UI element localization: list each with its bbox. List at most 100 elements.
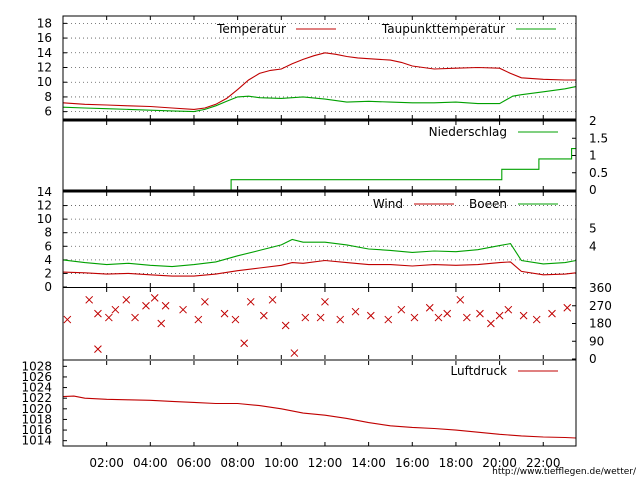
beaufort-label: 4	[589, 239, 597, 253]
x-tick-label: 14:00	[351, 456, 386, 470]
x-tick-label: 18:00	[439, 456, 474, 470]
direction-marker	[161, 301, 170, 310]
legend-label: Wind	[373, 197, 403, 211]
y-tick-label: 6	[44, 239, 52, 253]
x-tick-label: 10:00	[264, 456, 299, 470]
y-tick-label: 1022	[21, 391, 52, 405]
x-tick-label: 04:00	[133, 456, 168, 470]
direction-marker	[563, 303, 572, 312]
direction-marker	[410, 313, 419, 322]
direction-marker	[425, 303, 434, 312]
y-tick-label: 0	[44, 280, 52, 294]
legend-label: Boeen	[469, 197, 507, 211]
direction-marker	[519, 311, 528, 320]
series-taupunkttemperatur	[62, 86, 577, 113]
direction-marker	[150, 294, 159, 302]
direction-marker	[246, 297, 255, 306]
series-temperatur	[62, 52, 576, 110]
series-luftdruck	[62, 395, 577, 439]
direction-marker	[63, 315, 72, 324]
direction-marker	[157, 319, 166, 328]
y-tick-label: 14	[37, 46, 52, 60]
direction-marker	[104, 313, 113, 322]
legend-label: Taupunkttemperatur	[381, 22, 505, 36]
wind-direction-panel: 0 90 180 270 360	[63, 281, 612, 366]
direction-marker	[259, 311, 268, 320]
direction-marker	[131, 313, 139, 322]
direction-marker	[495, 311, 504, 320]
precipitation-panel: 0 0.5 1 1.5 2 Niederschlag	[63, 114, 608, 197]
y-tick-label: 0.5	[589, 166, 608, 180]
direction-marker	[366, 311, 375, 320]
x-tick-label: 06:00	[177, 456, 212, 470]
x-tick-label: 08:00	[220, 456, 255, 470]
x-tick-label: 22:00	[526, 456, 561, 470]
direction-marker	[301, 313, 310, 322]
y-tick-label: 16	[37, 31, 52, 45]
y-tick-label: 270	[589, 299, 612, 313]
x-tick-label: 02:00	[89, 456, 124, 470]
direction-marker	[85, 295, 94, 304]
y-tick-label: 2	[589, 114, 597, 128]
direction-marker	[111, 305, 120, 314]
series-boeen	[62, 238, 577, 268]
direction-marker	[201, 297, 209, 306]
legend-label: Luftdruck	[450, 364, 507, 378]
y-tick-label: 1028	[21, 359, 52, 373]
direction-marker	[321, 297, 329, 306]
direction-marker	[456, 295, 465, 304]
y-tick-label: 90	[589, 334, 604, 348]
x-tick-label: 16:00	[395, 456, 430, 470]
y-tick-label: 180	[589, 317, 612, 331]
y-tick-label: 1018	[21, 412, 52, 426]
y-tick-label: 12	[37, 199, 52, 213]
direction-marker	[462, 313, 471, 322]
direction-marker	[220, 309, 229, 318]
direction-marker	[443, 309, 452, 318]
y-tick-label: 10	[37, 75, 52, 89]
direction-marker	[487, 319, 495, 328]
direction-marker	[397, 305, 406, 314]
direction-marker	[532, 315, 541, 324]
y-tick-label: 1024	[21, 381, 52, 395]
y-tick-label: 360	[589, 281, 612, 295]
y-tick-label: 18	[37, 16, 52, 30]
y-tick-label: 1016	[21, 423, 52, 437]
y-tick-label: 1014	[21, 434, 52, 448]
direction-marker	[142, 301, 150, 310]
y-tick-label: 10	[37, 212, 52, 226]
beaufort-label: 5	[589, 222, 597, 236]
y-tick-label: 1.5	[589, 131, 608, 145]
x-tick-label: 12:00	[308, 456, 343, 470]
direction-marker	[281, 321, 290, 330]
y-tick-label: 0	[589, 352, 597, 366]
plot-border	[62, 15, 577, 447]
direction-marker	[434, 313, 443, 322]
y-tick-label: 1	[589, 149, 597, 163]
direction-marker	[384, 315, 393, 324]
y-tick-label: 12	[37, 61, 52, 75]
direction-marker	[179, 305, 187, 314]
y-tick-label: 14	[37, 185, 52, 199]
direction-marker	[336, 315, 345, 324]
direction-marker	[476, 309, 484, 318]
direction-marker	[268, 295, 277, 304]
chart-frame: 02:00 04:00 06:00 08:00 10:00 12:00 14:00 16:00…	[62, 15, 577, 470]
direction-marker	[240, 339, 249, 348]
y-tick-label: 4	[44, 253, 52, 267]
direction-marker	[548, 309, 556, 318]
legend-label: Temperatur	[216, 22, 286, 36]
direction-marker	[194, 315, 203, 324]
y-tick-label: 2	[44, 266, 52, 280]
y-tick-label: 0	[589, 183, 597, 197]
direction-marker	[94, 345, 102, 353]
direction-marker	[351, 307, 360, 316]
series-wind	[62, 259, 577, 277]
y-tick-label: 6	[44, 105, 52, 119]
series-niederschlag	[63, 148, 576, 191]
